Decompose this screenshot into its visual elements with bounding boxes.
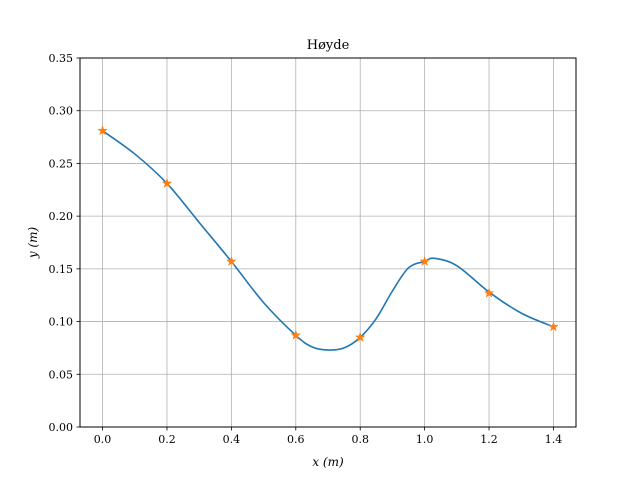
- plot-frame: [79, 57, 577, 428]
- x-tick-label: 0.8: [351, 433, 369, 446]
- y-tick-label: 0.35: [49, 52, 74, 65]
- x-tick-label: 1.2: [480, 433, 498, 446]
- y-axis-label: y (m): [26, 227, 40, 260]
- axis-ticks: 0.0 0.2 0.4 0.6 0.8 1.0 1.2 1.4 0.00 0.05 0.10 0.15…: [49, 52, 563, 446]
- series-line: [102, 130, 554, 351]
- y-tick-label: 0.00: [49, 421, 74, 434]
- y-tick-label: 0.10: [49, 316, 74, 329]
- grid: [80, 57, 576, 428]
- x-axis-label: x (m): [312, 455, 344, 469]
- chart-title: Høyde: [307, 38, 350, 53]
- data-point-star: [226, 255, 237, 266]
- y-tick-label: 0.05: [49, 368, 74, 381]
- y-tick-label: 0.15: [49, 263, 74, 276]
- x-tick-label: 0.0: [94, 433, 112, 446]
- data-point-star: [161, 177, 173, 188]
- y-tick-label: 0.25: [49, 157, 74, 170]
- x-tick-label: 0.2: [158, 433, 176, 446]
- x-tick-label: 0.6: [287, 433, 305, 446]
- x-tick-label: 1.4: [545, 433, 563, 446]
- data-point-star: [483, 287, 495, 298]
- data-point-star: [419, 255, 430, 266]
- data-point-star: [290, 329, 302, 340]
- y-tick-label: 0.30: [49, 105, 74, 118]
- y-tick-label: 0.20: [49, 210, 74, 223]
- x-tick-label: 0.4: [223, 433, 241, 446]
- data-point-star: [354, 331, 366, 342]
- plot-area: [97, 125, 559, 351]
- data-point-star: [548, 321, 559, 332]
- x-tick-label: 1.0: [416, 433, 434, 446]
- data-point-star: [97, 125, 108, 136]
